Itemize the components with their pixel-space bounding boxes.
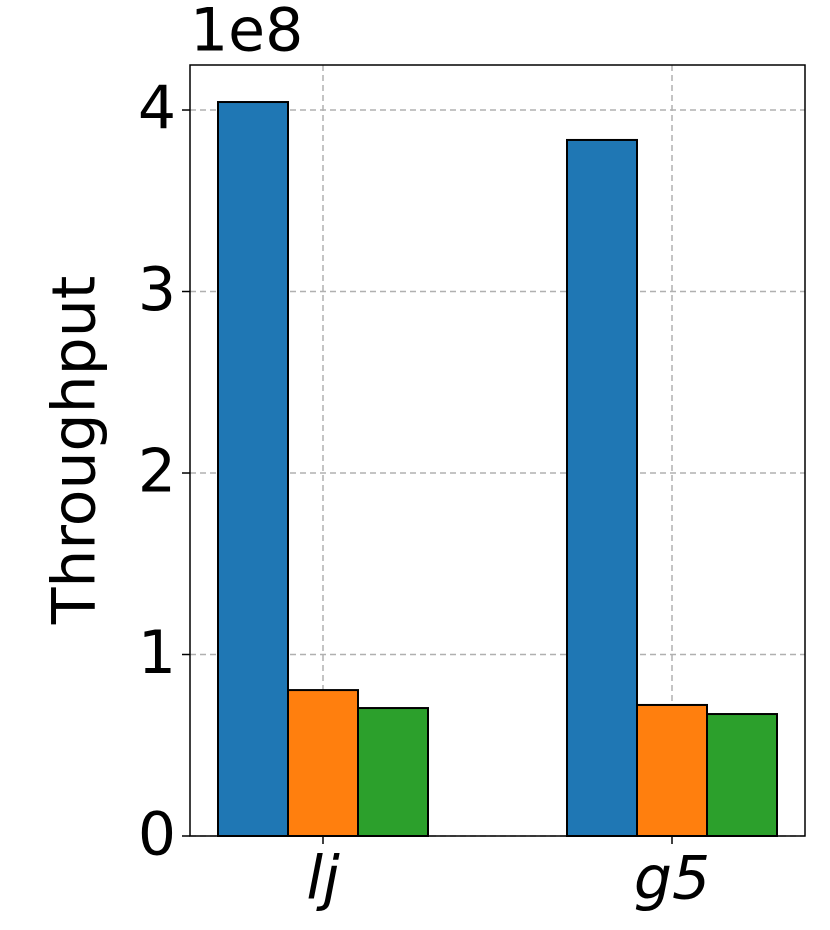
bar (287, 689, 359, 838)
bar (357, 707, 429, 837)
y-tick-label: 3 (138, 255, 176, 325)
bar (636, 703, 708, 837)
x-tick-label: lj (306, 844, 340, 914)
bar (566, 138, 638, 838)
y-tick-label: 1 (138, 618, 176, 688)
y-axis-label: Throughput (40, 276, 110, 626)
y-tick-label: 0 (138, 800, 176, 870)
y-tick-label: 2 (138, 437, 176, 507)
offset-text: 1e8 (190, 0, 303, 66)
plot-frame (189, 64, 806, 837)
bar (217, 101, 289, 837)
x-tick-label: g5 (634, 844, 710, 914)
y-tick-label: 4 (138, 74, 176, 144)
bar (706, 713, 778, 837)
